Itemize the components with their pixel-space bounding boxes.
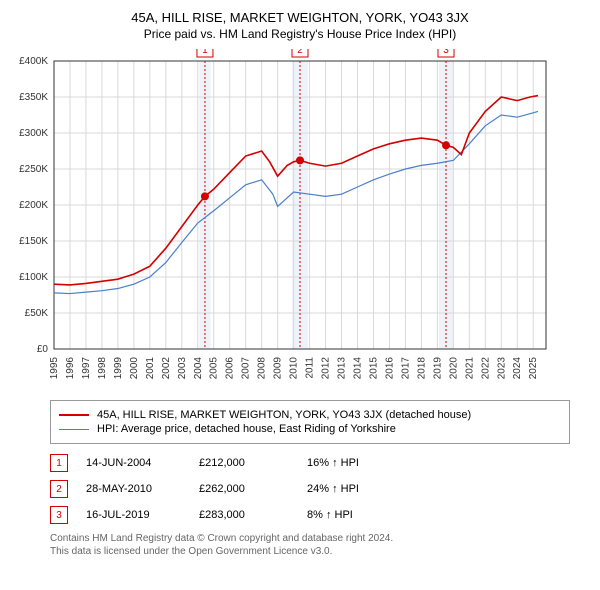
x-tick-label: 2024 (512, 357, 523, 380)
x-tick-label: 2009 (273, 357, 284, 380)
x-tick-label: 2025 (528, 357, 539, 380)
license-text: Contains HM Land Registry data © Crown c… (50, 532, 590, 558)
license-line-2: This data is licensed under the Open Gov… (50, 545, 590, 558)
chart-area: £0 £50K £100K £150K £200K £250K £300K £350K £400… (10, 49, 590, 394)
x-tick-label: 2022 (480, 357, 491, 380)
x-tick-label: 2004 (193, 357, 204, 380)
legend-swatch (59, 429, 89, 430)
y-tick-label: £100K (19, 272, 48, 283)
x-tick-label: 1996 (65, 357, 76, 380)
marker-dot (201, 192, 209, 200)
legend: 45A, HILL RISE, MARKET WEIGHTON, YORK, Y… (50, 400, 570, 444)
price-chart: £0 £50K £100K £150K £200K £250K £300K £350K £400… (10, 49, 550, 389)
y-tick-label: £250K (19, 164, 48, 175)
x-tick-label: 2003 (177, 357, 188, 380)
x-tick-label: 2021 (464, 357, 475, 380)
marker-list: 1 14-JUN-2004 £212,000 16% ↑ HPI 2 28-MAY-201… (50, 454, 570, 524)
x-tick-label: 2008 (257, 357, 268, 380)
license-line-1: Contains HM Land Registry data © Crown c… (50, 532, 590, 545)
marker-row-date: 28-MAY-2010 (86, 483, 181, 495)
x-tick-label: 2020 (448, 357, 459, 380)
x-tick-label: 2016 (384, 357, 395, 380)
marker-row-pct: 24% ↑ HPI (307, 483, 397, 495)
legend-row: 45A, HILL RISE, MARKET WEIGHTON, YORK, Y… (59, 409, 561, 421)
x-tick-label: 2018 (416, 357, 427, 380)
marker-row-pct: 8% ↑ HPI (307, 509, 397, 521)
x-tick-label: 1998 (97, 357, 108, 380)
x-tick-label: 2015 (368, 357, 379, 380)
x-tick-label: 2000 (129, 357, 140, 380)
marker-row: 3 16-JUL-2019 £283,000 8% ↑ HPI (50, 506, 570, 524)
x-tick-label: 2012 (321, 357, 332, 380)
x-tick-label: 2011 (305, 357, 316, 379)
page-subtitle: Price paid vs. HM Land Registry's House … (10, 27, 590, 41)
marker-row-date: 14-JUN-2004 (86, 457, 181, 469)
marker-badge-text: 1 (202, 49, 208, 56)
marker-row-badge: 1 (50, 454, 68, 472)
marker-dot (442, 141, 450, 149)
legend-label: 45A, HILL RISE, MARKET WEIGHTON, YORK, Y… (97, 409, 471, 421)
marker-row: 2 28-MAY-2010 £262,000 24% ↑ HPI (50, 480, 570, 498)
marker-badge-text: 2 (297, 49, 303, 56)
y-tick-label: £400K (19, 56, 48, 67)
x-tick-label: 2023 (496, 357, 507, 380)
y-tick-label: £300K (19, 128, 48, 139)
marker-row-price: £262,000 (199, 483, 289, 495)
y-tick-label: £350K (19, 92, 48, 103)
x-tick-label: 2006 (225, 357, 236, 380)
marker-row-pct: 16% ↑ HPI (307, 457, 397, 469)
marker-row-badge: 2 (50, 480, 68, 498)
x-tick-label: 2001 (145, 357, 156, 380)
x-tick-label: 2010 (289, 357, 300, 380)
legend-label: HPI: Average price, detached house, East… (97, 423, 396, 435)
x-tick-label: 2017 (400, 357, 411, 380)
x-tick-label: 1997 (81, 357, 92, 380)
page-title: 45A, HILL RISE, MARKET WEIGHTON, YORK, Y… (10, 10, 590, 25)
y-tick-label: £150K (19, 236, 48, 247)
marker-row-price: £283,000 (199, 509, 289, 521)
chart-container: 45A, HILL RISE, MARKET WEIGHTON, YORK, Y… (0, 0, 600, 566)
marker-row-badge: 3 (50, 506, 68, 524)
marker-row-date: 16-JUL-2019 (86, 509, 181, 521)
y-tick-label: £50K (25, 308, 49, 319)
marker-dot (296, 156, 304, 164)
x-tick-label: 2019 (432, 357, 443, 380)
x-tick-label: 2014 (353, 357, 364, 380)
marker-row-price: £212,000 (199, 457, 289, 469)
x-tick-label: 1995 (49, 357, 60, 380)
y-tick-label: £200K (19, 200, 48, 211)
marker-badge-text: 3 (443, 49, 449, 56)
x-tick-label: 2013 (337, 357, 348, 380)
y-tick-label: £0 (37, 344, 49, 355)
marker-row: 1 14-JUN-2004 £212,000 16% ↑ HPI (50, 454, 570, 472)
x-tick-label: 2005 (209, 357, 220, 380)
x-tick-label: 1999 (113, 357, 124, 380)
x-tick-label: 2007 (241, 357, 252, 380)
legend-swatch (59, 414, 89, 416)
legend-row: HPI: Average price, detached house, East… (59, 423, 561, 435)
x-tick-label: 2002 (161, 357, 172, 380)
